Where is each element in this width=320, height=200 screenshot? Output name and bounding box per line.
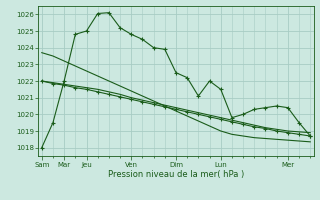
X-axis label: Pression niveau de la mer( hPa ): Pression niveau de la mer( hPa ) bbox=[108, 170, 244, 179]
